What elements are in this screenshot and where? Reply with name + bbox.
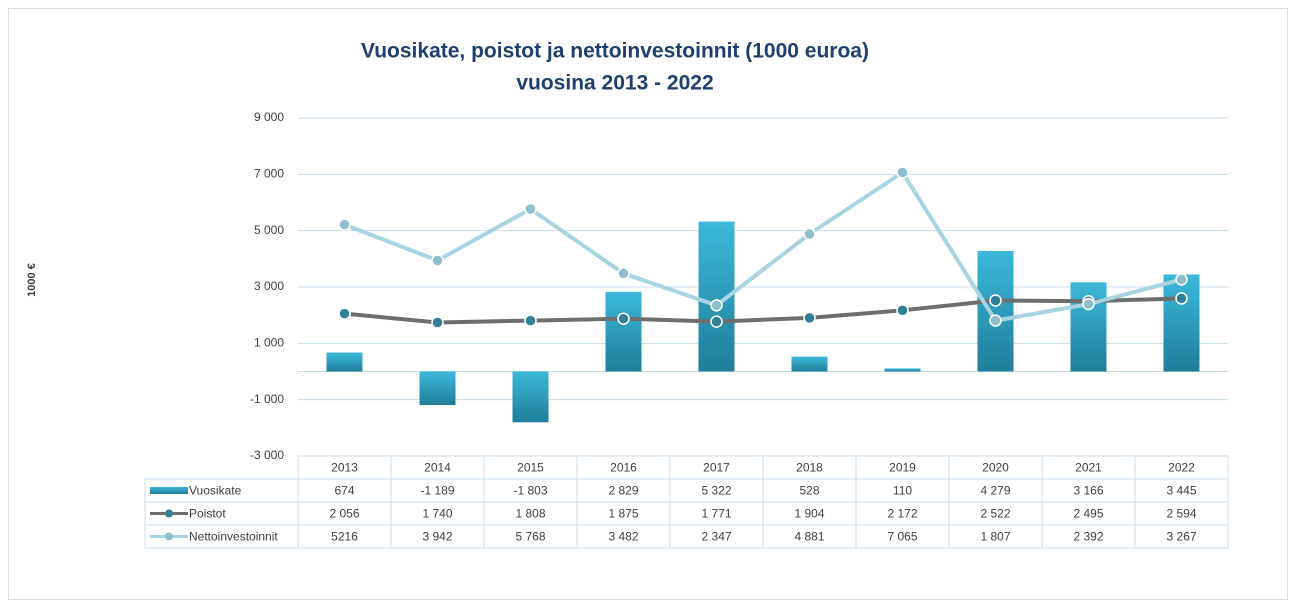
marker — [803, 227, 816, 241]
marker — [617, 312, 630, 325]
table-value: 2 829 — [608, 484, 638, 498]
y-tick-label: 9 000 — [254, 110, 284, 124]
marker — [338, 218, 351, 231]
marker — [710, 315, 723, 328]
table-value: 4 881 — [794, 530, 824, 544]
table-value: 2 347 — [701, 530, 731, 544]
marker — [1175, 292, 1188, 305]
table-value: 2 056 — [329, 507, 359, 521]
x-tick-label: 2013 — [331, 461, 358, 475]
y-tick-label: -3 000 — [250, 448, 284, 462]
line — [344, 296, 1182, 325]
table-value: 110 — [893, 484, 912, 498]
table-value: 2 172 — [887, 507, 917, 521]
x-tick-label: 2021 — [1075, 461, 1102, 475]
legend-swatch — [150, 487, 188, 494]
marker — [1175, 273, 1188, 286]
table-value: -1 803 — [513, 484, 547, 498]
table-value: -1 189 — [420, 484, 454, 498]
marker — [431, 316, 444, 329]
x-tick-label: 2019 — [889, 461, 916, 475]
x-tick-label: 2017 — [703, 461, 730, 475]
y-tick-label: 5 000 — [254, 223, 284, 237]
x-tick-label: 2020 — [982, 461, 1009, 475]
y-tick-label: -1 000 — [250, 392, 284, 406]
chart-title: Vuosikate, poistot ja nettoinvestoinnit … — [361, 40, 869, 63]
bar — [326, 352, 363, 372]
table-value: 5 768 — [515, 530, 545, 544]
x-tick-label: 2018 — [796, 461, 823, 475]
legend-marker — [165, 532, 173, 541]
y-tick-label: 7 000 — [254, 167, 284, 181]
marker — [338, 307, 351, 320]
bar — [977, 250, 1014, 372]
x-tick-label: 2014 — [424, 461, 451, 475]
legend-label: Nettoinvestoinnit — [189, 530, 278, 544]
marker — [617, 267, 630, 280]
table-value: 3 267 — [1166, 530, 1196, 544]
marker — [524, 314, 537, 327]
frame — [8, 8, 1288, 600]
table-value: 2 495 — [1073, 507, 1103, 521]
table-value: 5 322 — [701, 484, 731, 498]
marker — [1082, 297, 1095, 311]
table-value: 3 942 — [422, 530, 452, 544]
bar — [791, 356, 828, 372]
marker — [896, 304, 909, 317]
x-tick-label: 2016 — [610, 461, 637, 475]
table-value: 4 279 — [980, 484, 1010, 498]
legend-label: Vuosikate — [189, 484, 242, 498]
marker — [989, 314, 1002, 327]
y-tick-label: 3 000 — [254, 279, 284, 293]
table-value: 2 522 — [980, 507, 1010, 521]
table-value: 3 482 — [608, 530, 638, 544]
bar — [512, 371, 549, 423]
marker — [431, 254, 444, 267]
table-value: 5216 — [331, 530, 358, 544]
x-tick-label: 2015 — [517, 461, 544, 475]
table-value: 674 — [334, 484, 354, 498]
x-tick-label: 2022 — [1168, 461, 1195, 475]
y-axis-label: 1000 € — [26, 263, 38, 297]
legend-marker — [165, 509, 173, 518]
marker — [989, 294, 1002, 307]
table-value: 1 771 — [701, 507, 731, 521]
chart-subtitle: vuosina 2013 - 2022 — [516, 72, 713, 95]
marker — [524, 202, 537, 216]
table-value: 1 808 — [515, 507, 545, 521]
table-value: 2 392 — [1073, 530, 1103, 544]
table-value: 2 594 — [1166, 507, 1196, 521]
table-value: 7 065 — [887, 530, 917, 544]
y-tick-label: 1 000 — [254, 336, 284, 350]
table-value: 3 445 — [1166, 484, 1196, 498]
bar — [884, 368, 921, 372]
table-value: 1 740 — [422, 507, 452, 521]
bar — [419, 371, 456, 405]
marker — [803, 311, 816, 325]
table-cell — [1134, 524, 1229, 549]
bar — [1163, 274, 1200, 372]
table-value: 1 807 — [980, 530, 1010, 544]
table-value: 1 875 — [608, 507, 638, 521]
table-value: 528 — [799, 484, 819, 498]
bar — [605, 291, 642, 372]
table-value: 1 904 — [794, 507, 824, 521]
line — [343, 170, 1183, 323]
legend-label: Poistot — [189, 507, 226, 521]
table-value: 3 166 — [1073, 484, 1103, 498]
marker — [710, 299, 723, 312]
marker — [896, 166, 909, 179]
